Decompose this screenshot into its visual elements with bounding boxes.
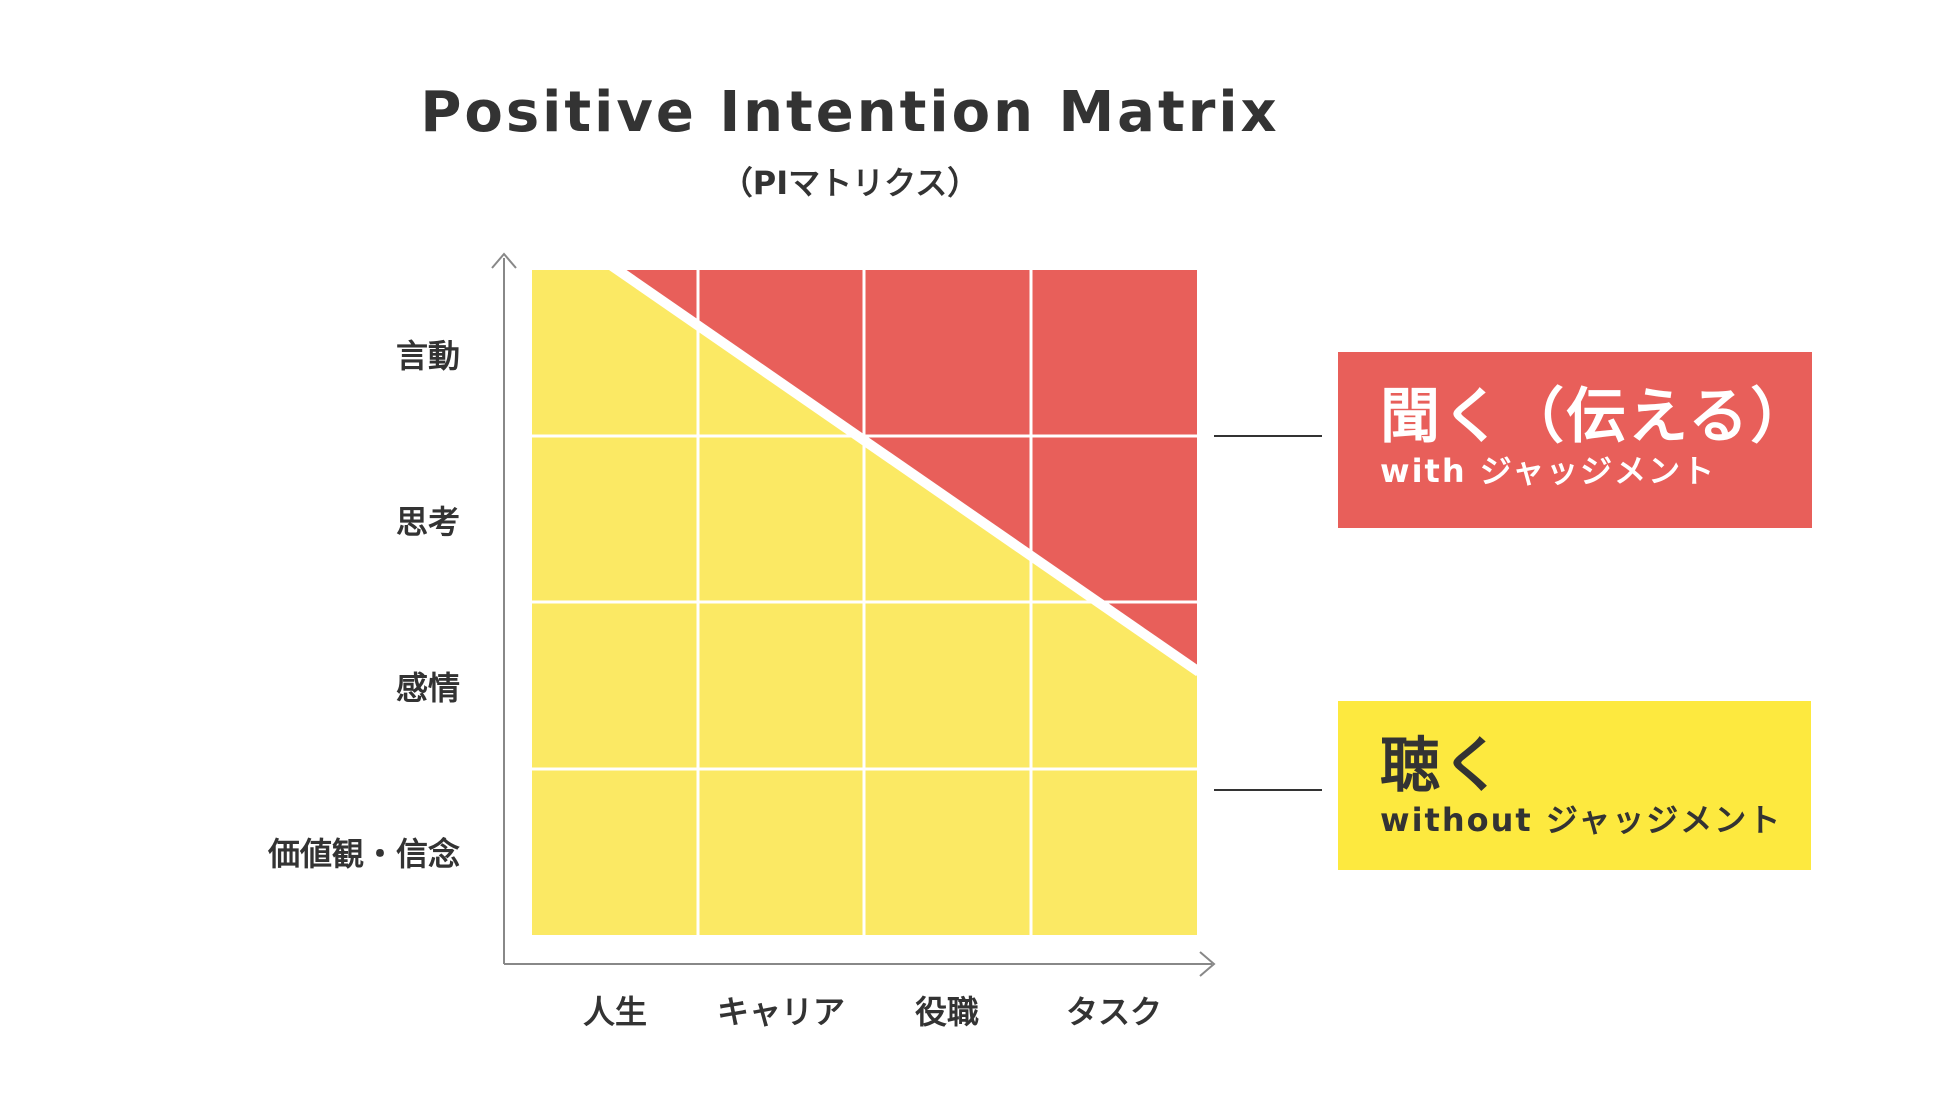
legend-with-judgment: 聞く（伝える） with ジャッジメント xyxy=(1338,352,1812,528)
legend-without-judgment: 聴く without ジャッジメント xyxy=(1338,701,1811,870)
x-label-career: キャリア xyxy=(716,993,845,1031)
x-label-task: タスク xyxy=(1065,993,1162,1031)
diagram-title: Positive Intention Matrix xyxy=(420,80,1280,145)
axes xyxy=(491,252,1216,977)
x-label-life: 人生 xyxy=(582,993,647,1031)
y-label-values: 価値観・信念 xyxy=(267,835,460,873)
legend-red-sub: with ジャッジメント xyxy=(1380,452,1717,490)
diagonal-divider xyxy=(609,261,1202,677)
legend-yellow-sub: without ジャッジメント xyxy=(1380,801,1783,839)
y-label-emotion: 感情 xyxy=(395,669,460,707)
y-axis-arrow xyxy=(491,252,517,269)
y-label-thought: 思考 xyxy=(395,503,460,541)
legend-red-main: 聞く（伝える） xyxy=(1380,382,1813,452)
legend-yellow-main: 聴く xyxy=(1380,731,1504,801)
diagram-subtitle: （PIマトリクス） xyxy=(720,164,980,202)
y-label-behavior: 言動 xyxy=(395,337,460,375)
x-axis-arrow xyxy=(1199,951,1216,977)
x-label-position: 役職 xyxy=(914,993,979,1031)
